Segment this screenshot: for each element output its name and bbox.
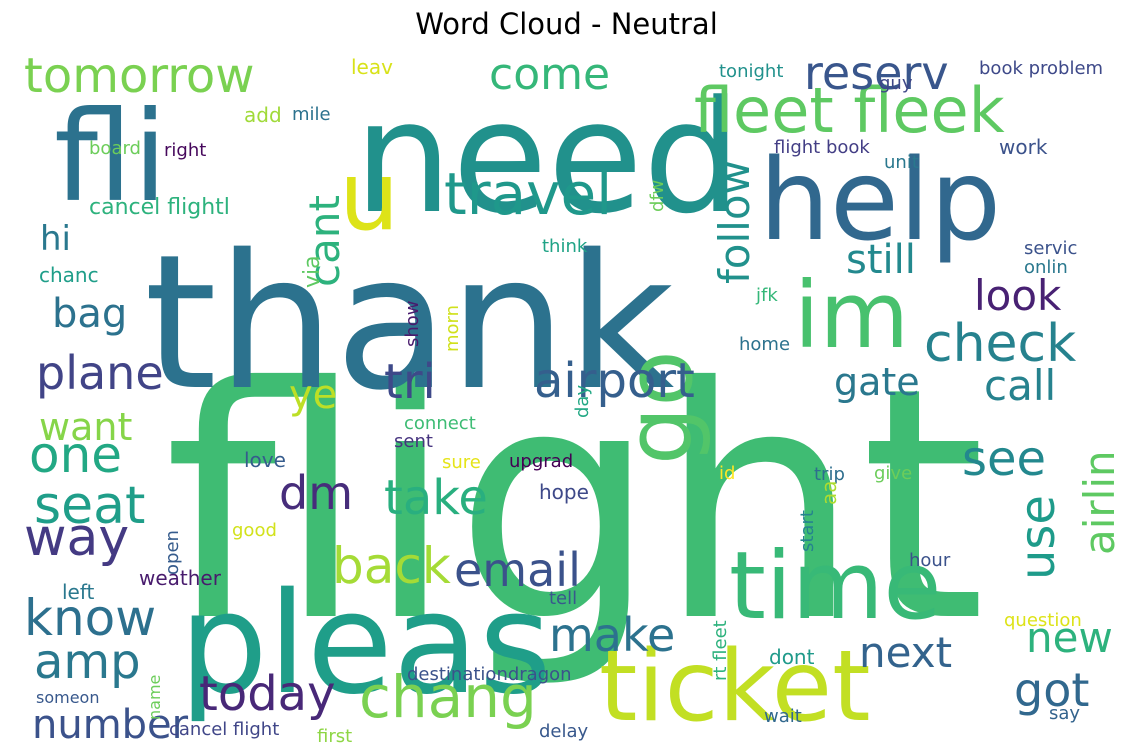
cloud-word: hi	[40, 219, 71, 259]
word-cloud-title: Word Cloud - Neutral	[415, 7, 718, 41]
cloud-word: via	[300, 255, 325, 288]
cloud-word: reserv	[804, 50, 949, 100]
cloud-word: mile	[292, 104, 331, 125]
cloud-word: new	[1026, 613, 1113, 662]
cloud-word: question	[1004, 610, 1082, 631]
cloud-word: flight book	[774, 137, 870, 158]
cloud-word: way	[24, 508, 130, 568]
cloud-word: use	[1010, 495, 1066, 580]
cloud-word: tell	[549, 588, 578, 609]
cloud-word: follow	[710, 160, 759, 284]
cloud-word: work	[999, 135, 1048, 159]
cloud-word: start	[797, 510, 818, 552]
cloud-word: next	[859, 628, 953, 677]
cloud-word: got	[1014, 663, 1090, 717]
word-cloud: flight thank need pleas help fli ticket time im g…	[14, 50, 1122, 750]
cloud-word: first	[317, 726, 353, 747]
cloud-word: plane	[36, 346, 164, 400]
cloud-word: unit	[884, 152, 919, 173]
cloud-word: airport	[534, 353, 695, 409]
cloud-word: chanc	[39, 263, 99, 287]
cloud-word: onlin	[1024, 257, 1068, 278]
cloud-word: want	[39, 405, 133, 449]
cloud-word: hour	[909, 550, 951, 571]
cloud-word: call	[984, 361, 1057, 410]
cloud-word: aa	[817, 480, 841, 505]
cloud-word: dont	[769, 645, 815, 669]
cloud-word: day	[572, 384, 593, 418]
cloud-word: bag	[52, 291, 128, 337]
cloud-word: flight	[164, 320, 986, 692]
cloud-word: show	[402, 300, 423, 347]
cloud-word: back	[332, 537, 451, 595]
cloud-word: delay	[539, 721, 589, 742]
cloud-word: weather	[139, 566, 221, 590]
cloud-word: airlin	[1075, 450, 1122, 555]
cloud-word: home	[739, 334, 791, 355]
cloud-word: jfk	[756, 285, 778, 306]
cloud-word: upgrad	[509, 451, 574, 472]
cloud-word: someon	[36, 688, 100, 707]
cloud-word: travel	[444, 160, 613, 228]
cloud-word: im	[794, 262, 910, 369]
cloud-word: tomorrow	[24, 50, 255, 104]
cloud-word: leav	[351, 55, 393, 79]
cloud-word: tonight	[719, 61, 784, 82]
cloud-word: u	[339, 142, 400, 252]
cloud-word: right	[164, 140, 207, 161]
cloud-word: number	[32, 702, 189, 748]
cloud-word: chang	[359, 663, 537, 731]
cloud-word: ticket	[599, 630, 871, 744]
cloud-word: say	[1049, 703, 1081, 724]
cloud-word: left	[62, 580, 95, 604]
cloud-word: know	[24, 589, 157, 647]
cloud-word: come	[489, 50, 611, 100]
cloud-word: guy	[879, 73, 913, 94]
cloud-word: time	[729, 532, 942, 641]
cloud-word: amp	[34, 634, 141, 690]
cloud-word: dfw	[647, 179, 668, 212]
cloud-word: good	[232, 520, 277, 541]
cloud-word: wait	[764, 706, 802, 727]
cloud-word: thank	[144, 214, 675, 431]
cloud-word: trip	[814, 464, 845, 485]
cloud-word: need	[354, 67, 742, 248]
cloud-word: think	[542, 236, 588, 257]
cloud-word: sure	[442, 452, 481, 473]
cloud-word: board	[89, 138, 141, 159]
cloud-word: name	[145, 674, 164, 720]
cloud-word: cancel flightl	[89, 195, 230, 220]
cloud-word: seat	[34, 476, 146, 536]
cloud-word: love	[244, 448, 286, 472]
cloud-word: look	[974, 271, 1062, 320]
cloud-word: dm	[279, 466, 354, 520]
cloud-word: today	[199, 666, 336, 722]
cloud-word: ye	[289, 372, 338, 418]
cloud-word: give	[874, 463, 913, 484]
cloud-word: still	[846, 237, 916, 283]
cloud-word: connect	[404, 413, 476, 434]
cloud-word: one	[29, 426, 123, 484]
cloud-word: destinationdragon	[407, 664, 572, 685]
cloud-word: check	[924, 314, 1077, 374]
cloud-word: servic	[1024, 238, 1078, 259]
cloud-word: see	[962, 431, 1047, 487]
cloud-word: sent	[394, 431, 433, 452]
cloud-word: morn	[442, 304, 463, 352]
cloud-word: pleas	[179, 563, 552, 726]
cloud-word: fleet fleek	[694, 74, 1005, 147]
cloud-word: book problem	[979, 58, 1104, 79]
cloud-word: add	[244, 103, 282, 127]
cloud-word: make	[549, 608, 676, 662]
cloud-word: rt fleet	[710, 620, 731, 681]
cloud-word: id	[719, 463, 736, 484]
cloud-word: gate	[834, 360, 920, 404]
cloud-word: hope	[539, 480, 589, 504]
cloud-word: take	[384, 470, 488, 526]
cloud-word: fli	[54, 85, 168, 230]
cloud-word: tri	[384, 354, 436, 410]
cloud-word: help	[759, 136, 1002, 266]
cloud-word: email	[454, 543, 581, 597]
cloud-word: cancel flight	[169, 719, 280, 740]
